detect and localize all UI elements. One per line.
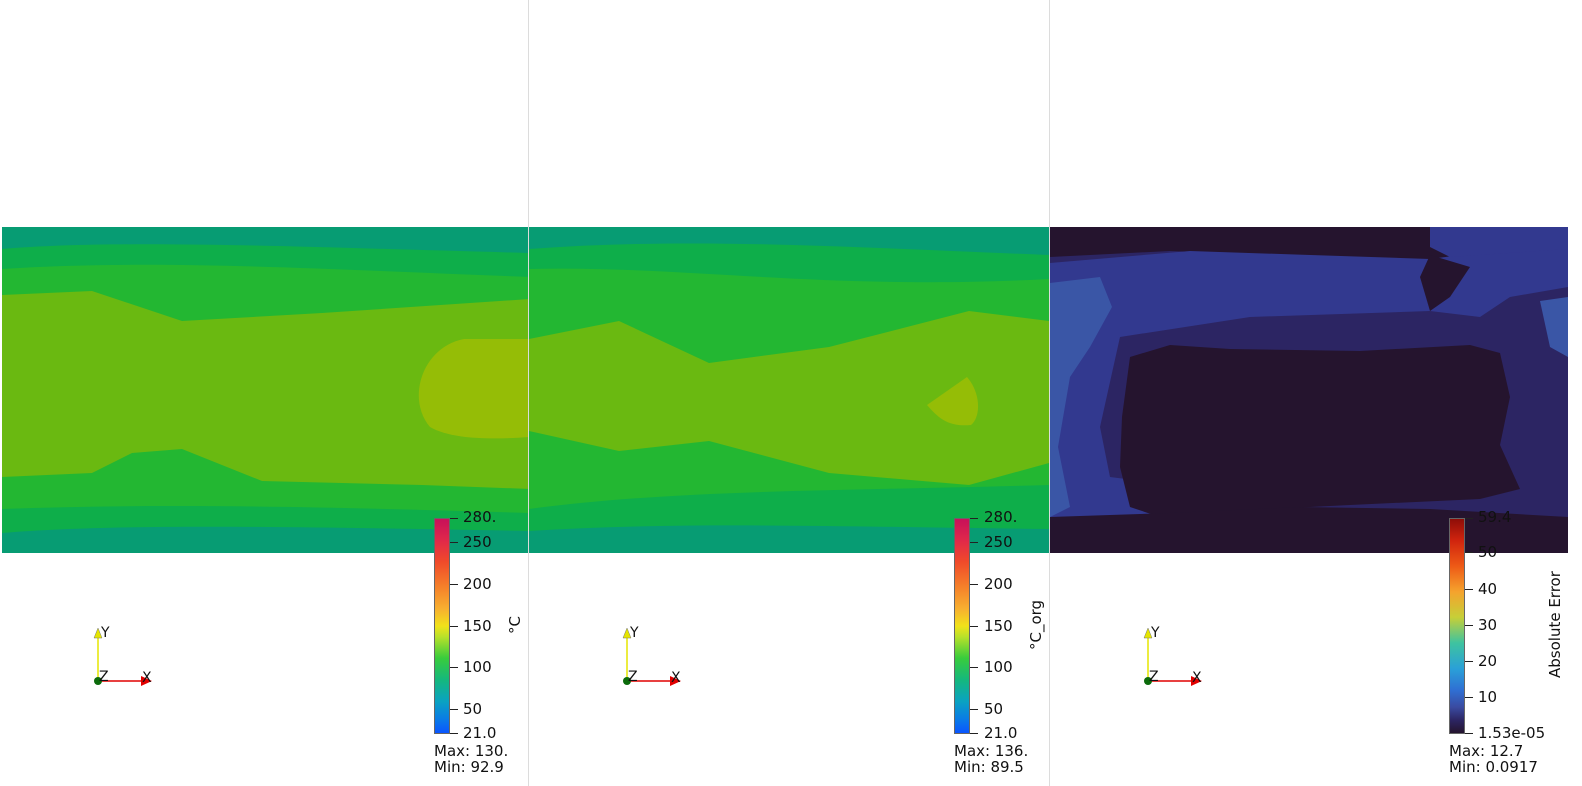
colorbar-tick-label: 10 — [1478, 688, 1498, 706]
max-value: Max: 12.7 — [1449, 742, 1524, 760]
axis-label-y: Y — [100, 625, 110, 641]
axis-label-x: X — [1192, 670, 1202, 686]
colorbar — [1449, 518, 1465, 734]
render-view-temperature[interactable]: 280. 250 200 150 100 50 21.0 °C Max: 130… — [0, 0, 528, 786]
axis-label-y: Y — [629, 625, 639, 641]
colorbar-tick-label: 50 — [984, 700, 1004, 718]
colorbar-title: °C_org — [1027, 599, 1045, 650]
temperature-field[interactable] — [2, 227, 528, 553]
colorbar-tick-label: 20 — [1478, 652, 1498, 670]
min-value: Min: 92.9 — [434, 758, 504, 776]
colorbar-tick-label: 1.53e-05 — [1478, 724, 1546, 742]
colorbar-tick-label: 50 — [1478, 543, 1498, 561]
range-stats: Max: 12.7 Min: 0.0917 — [1449, 743, 1538, 775]
colorbar-tick-label: 150 — [984, 617, 1013, 635]
max-value: Max: 136. — [954, 742, 1029, 760]
view-separator[interactable] — [1049, 0, 1050, 786]
colorbar-tick-label: 30 — [1478, 616, 1498, 634]
temperature-org-field[interactable] — [529, 227, 1049, 553]
render-view-absolute-error[interactable]: 59.4 50 40 30 20 10 1.53e-05 Absolute Er… — [1050, 0, 1582, 786]
colorbar-tick-label: 280. — [984, 508, 1018, 526]
colorbar-tick-label: 100 — [984, 658, 1013, 676]
colorbar-tick-label: 200 — [463, 575, 492, 593]
axis-label-z: Z — [628, 669, 638, 685]
axis-label-x: X — [671, 670, 681, 686]
absolute-error-field[interactable] — [1050, 227, 1568, 553]
min-value: Min: 89.5 — [954, 758, 1024, 776]
colorbar-tick-label: 21.0 — [463, 724, 497, 742]
colorbar-tick-label: 200 — [984, 575, 1013, 593]
colorbar-tick-label: 100 — [463, 658, 492, 676]
max-value: Max: 130. — [434, 742, 509, 760]
min-value: Min: 0.0917 — [1449, 758, 1538, 776]
colorbar-title: °C — [506, 616, 524, 634]
colorbar-tick-label: 50 — [463, 700, 483, 718]
colorbar-tick-label: 150 — [463, 617, 492, 635]
colorbar-tick-label: 21.0 — [984, 724, 1018, 742]
colorbar-tick-label: 250 — [984, 533, 1013, 551]
axis-label-z: Z — [99, 669, 109, 685]
colorbar-tick-label: 250 — [463, 533, 492, 551]
orientation-axes: Y Z X — [622, 625, 681, 686]
colorbar — [434, 518, 450, 734]
range-stats: Max: 130. Min: 92.9 — [434, 743, 508, 775]
colorbar-title: Absolute Error — [1546, 571, 1564, 678]
orientation-axes: Y Z X — [93, 625, 152, 686]
colorbar-tick-label: 40 — [1478, 580, 1498, 598]
axis-label-z: Z — [1149, 669, 1159, 685]
axis-label-x: X — [142, 670, 152, 686]
colorbar-tick-label: 59.4 — [1478, 508, 1512, 526]
orientation-axes: Y Z X — [1143, 625, 1202, 686]
range-stats: Max: 136. Min: 89.5 — [954, 743, 1028, 775]
axis-label-y: Y — [1150, 625, 1160, 641]
colorbar-tick-label: 280. — [463, 508, 497, 526]
render-view-temperature-org[interactable]: 280. 250 200 150 100 50 21.0 °C_org Max:… — [529, 0, 1049, 786]
colorbar — [954, 518, 970, 734]
view-separator[interactable] — [528, 0, 529, 786]
